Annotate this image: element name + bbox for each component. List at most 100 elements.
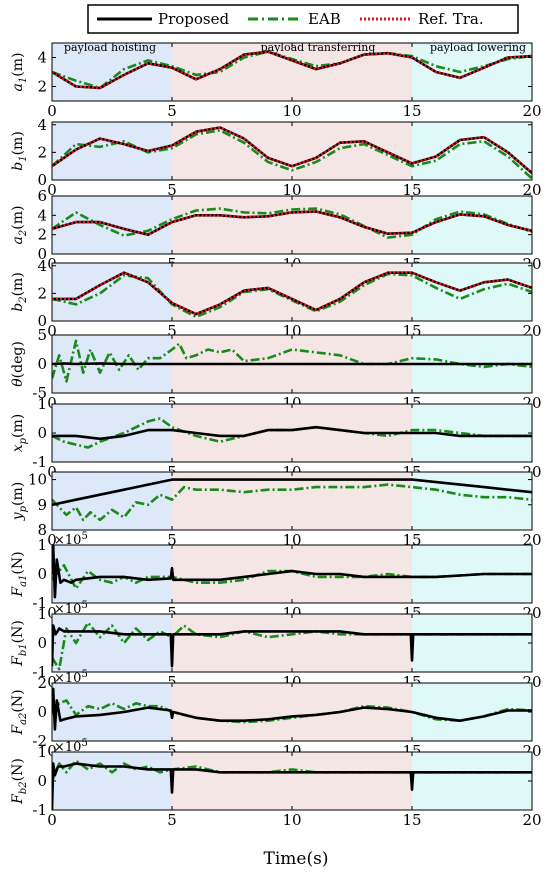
phase-band-2 xyxy=(412,614,532,672)
exponent-label-10: ×105 xyxy=(54,738,88,755)
y-tick-label-1-1: 2 xyxy=(37,143,47,161)
y-label-symbol-6: y xyxy=(10,511,26,521)
x-tick-label-0-2: 10 xyxy=(282,102,301,120)
legend-label-ref: Ref. Tra. xyxy=(418,10,484,28)
y-tick-label-2-2: 4 xyxy=(37,206,47,224)
x-axis-label: Time(s) xyxy=(264,849,329,869)
x-tick-label-9-0: 0 xyxy=(47,742,57,760)
series-proposed-line-7 xyxy=(52,545,532,599)
y-tick-label-4-2: 5 xyxy=(37,326,47,344)
x-tick-label-1-4: 20 xyxy=(522,181,541,199)
y-label-unit-0: (m) xyxy=(10,53,26,77)
legend-label-eab: EAB xyxy=(308,10,341,28)
y-label-unit-4: (deg) xyxy=(10,341,26,378)
series-ref-line-1 xyxy=(52,126,532,175)
y-axis-label-0: a1(m) xyxy=(10,53,29,92)
y-label-subscript-1: 1 xyxy=(18,155,29,161)
x-tick-label-1-0: 0 xyxy=(47,181,57,199)
phase-band-1 xyxy=(172,196,412,254)
x-tick-label-0-3: 15 xyxy=(402,102,421,120)
y-label-unit-6: (m) xyxy=(10,482,26,506)
series-proposed-line-4 xyxy=(52,362,532,366)
y-label-subscript-0: 1 xyxy=(18,77,29,83)
phase-band-0 xyxy=(52,404,172,462)
panel-2: 024605101520a2(m) xyxy=(10,187,542,273)
phase-band-0 xyxy=(52,263,172,321)
exponent-label-9: ×105 xyxy=(54,669,88,686)
x-tick-label-10-1: 5 xyxy=(167,811,177,829)
x-tick-label-6-1: 5 xyxy=(167,531,177,549)
y-label-symbol-1: b xyxy=(10,162,26,171)
series-eab-line-2 xyxy=(52,207,532,239)
phase-band-2 xyxy=(412,683,532,741)
phase-band-2 xyxy=(412,263,532,321)
x-tick-label-7-0: 0 xyxy=(47,604,57,622)
x-tick-label-10-4: 20 xyxy=(522,811,541,829)
x-tick-label-1-2: 10 xyxy=(282,181,301,199)
y-label-subscript-2: 2 xyxy=(18,230,29,237)
y-label-subscript-3: 2 xyxy=(18,296,29,303)
y-tick-label-3-2: 4 xyxy=(37,257,47,275)
panel-0: payload hoisting payload transferring payl… xyxy=(10,41,542,120)
phase-band-1 xyxy=(172,545,412,603)
y-tick-label-4-1: 0 xyxy=(37,355,47,373)
x-tick-label-7-1: 5 xyxy=(167,604,177,622)
y-label-unit-10: (N) xyxy=(10,758,26,781)
y-tick-label-9-2: 2 xyxy=(37,674,47,692)
x-tick-label-1-1: 5 xyxy=(167,181,177,199)
phase-band-1 xyxy=(172,263,412,321)
x-tick-label-4-0: 0 xyxy=(47,394,57,412)
panels: payload hoisting payload transferring payl… xyxy=(10,41,542,829)
y-tick-label-3-0: 0 xyxy=(37,312,47,330)
series-proposed-line-5 xyxy=(52,425,532,441)
y-tick-label-4-0: -5 xyxy=(32,384,47,402)
exponent-power-10: 5 xyxy=(81,738,87,749)
series-proposed-line-10 xyxy=(52,762,532,810)
series-proposed-line-9 xyxy=(52,687,532,731)
y-label-subscript-10: b2 xyxy=(18,781,29,794)
phase-band-2 xyxy=(412,752,532,810)
y-label-symbol-9: F xyxy=(10,724,26,736)
phase-label-2: payload lowering xyxy=(430,41,526,54)
series-eab-line-1 xyxy=(52,129,532,180)
y-label-symbol-3: b xyxy=(10,303,26,312)
series-proposed-line-8 xyxy=(52,624,532,668)
y-label-unit-2: (m) xyxy=(10,206,26,230)
phase-band-0 xyxy=(52,683,172,741)
panel-5: -10105101520xp(m) xyxy=(10,395,542,481)
phase-band-2 xyxy=(412,122,532,180)
y-label-subscript-5: p xyxy=(18,437,29,444)
x-tick-label-0-0: 0 xyxy=(47,102,57,120)
y-label-unit-8: (N) xyxy=(10,620,26,643)
x-tick-label-4-1: 5 xyxy=(167,394,177,412)
exponent-power-8: 5 xyxy=(81,600,87,611)
phase-band-0 xyxy=(52,614,172,672)
phase-band-0 xyxy=(52,752,172,810)
y-tick-label-1-0: 0 xyxy=(37,171,47,189)
y-tick-label-2-1: 2 xyxy=(37,226,47,244)
y-axis-label-3: b2(m) xyxy=(10,272,29,312)
y-label-subscript-7: a1 xyxy=(18,575,29,587)
y-tick-label-10-1: 0 xyxy=(37,772,47,790)
y-tick-label-7-2: 1 xyxy=(37,536,47,554)
y-label-symbol-8: F xyxy=(10,655,26,667)
x-tick-label-10-3: 15 xyxy=(402,811,421,829)
series-proposed-line-6 xyxy=(52,478,532,507)
y-axis-label-8: Fb1(N) xyxy=(10,620,29,667)
x-tick-label-8-0: 0 xyxy=(47,673,57,691)
series-eab-line-4 xyxy=(52,339,532,383)
x-tick-label-6-0: 0 xyxy=(47,531,57,549)
series-ref-line-0 xyxy=(52,50,532,90)
x-tick-label-8-1: 5 xyxy=(167,673,177,691)
y-tick-label-10-0: -1 xyxy=(32,801,47,819)
y-label-symbol-2: a xyxy=(10,236,26,244)
y-axis-label-4: θ(deg) xyxy=(10,341,26,387)
y-tick-label-7-0: -1 xyxy=(32,594,47,612)
y-tick-label-1-2: 4 xyxy=(37,116,47,134)
y-label-symbol-10: F xyxy=(10,793,26,805)
